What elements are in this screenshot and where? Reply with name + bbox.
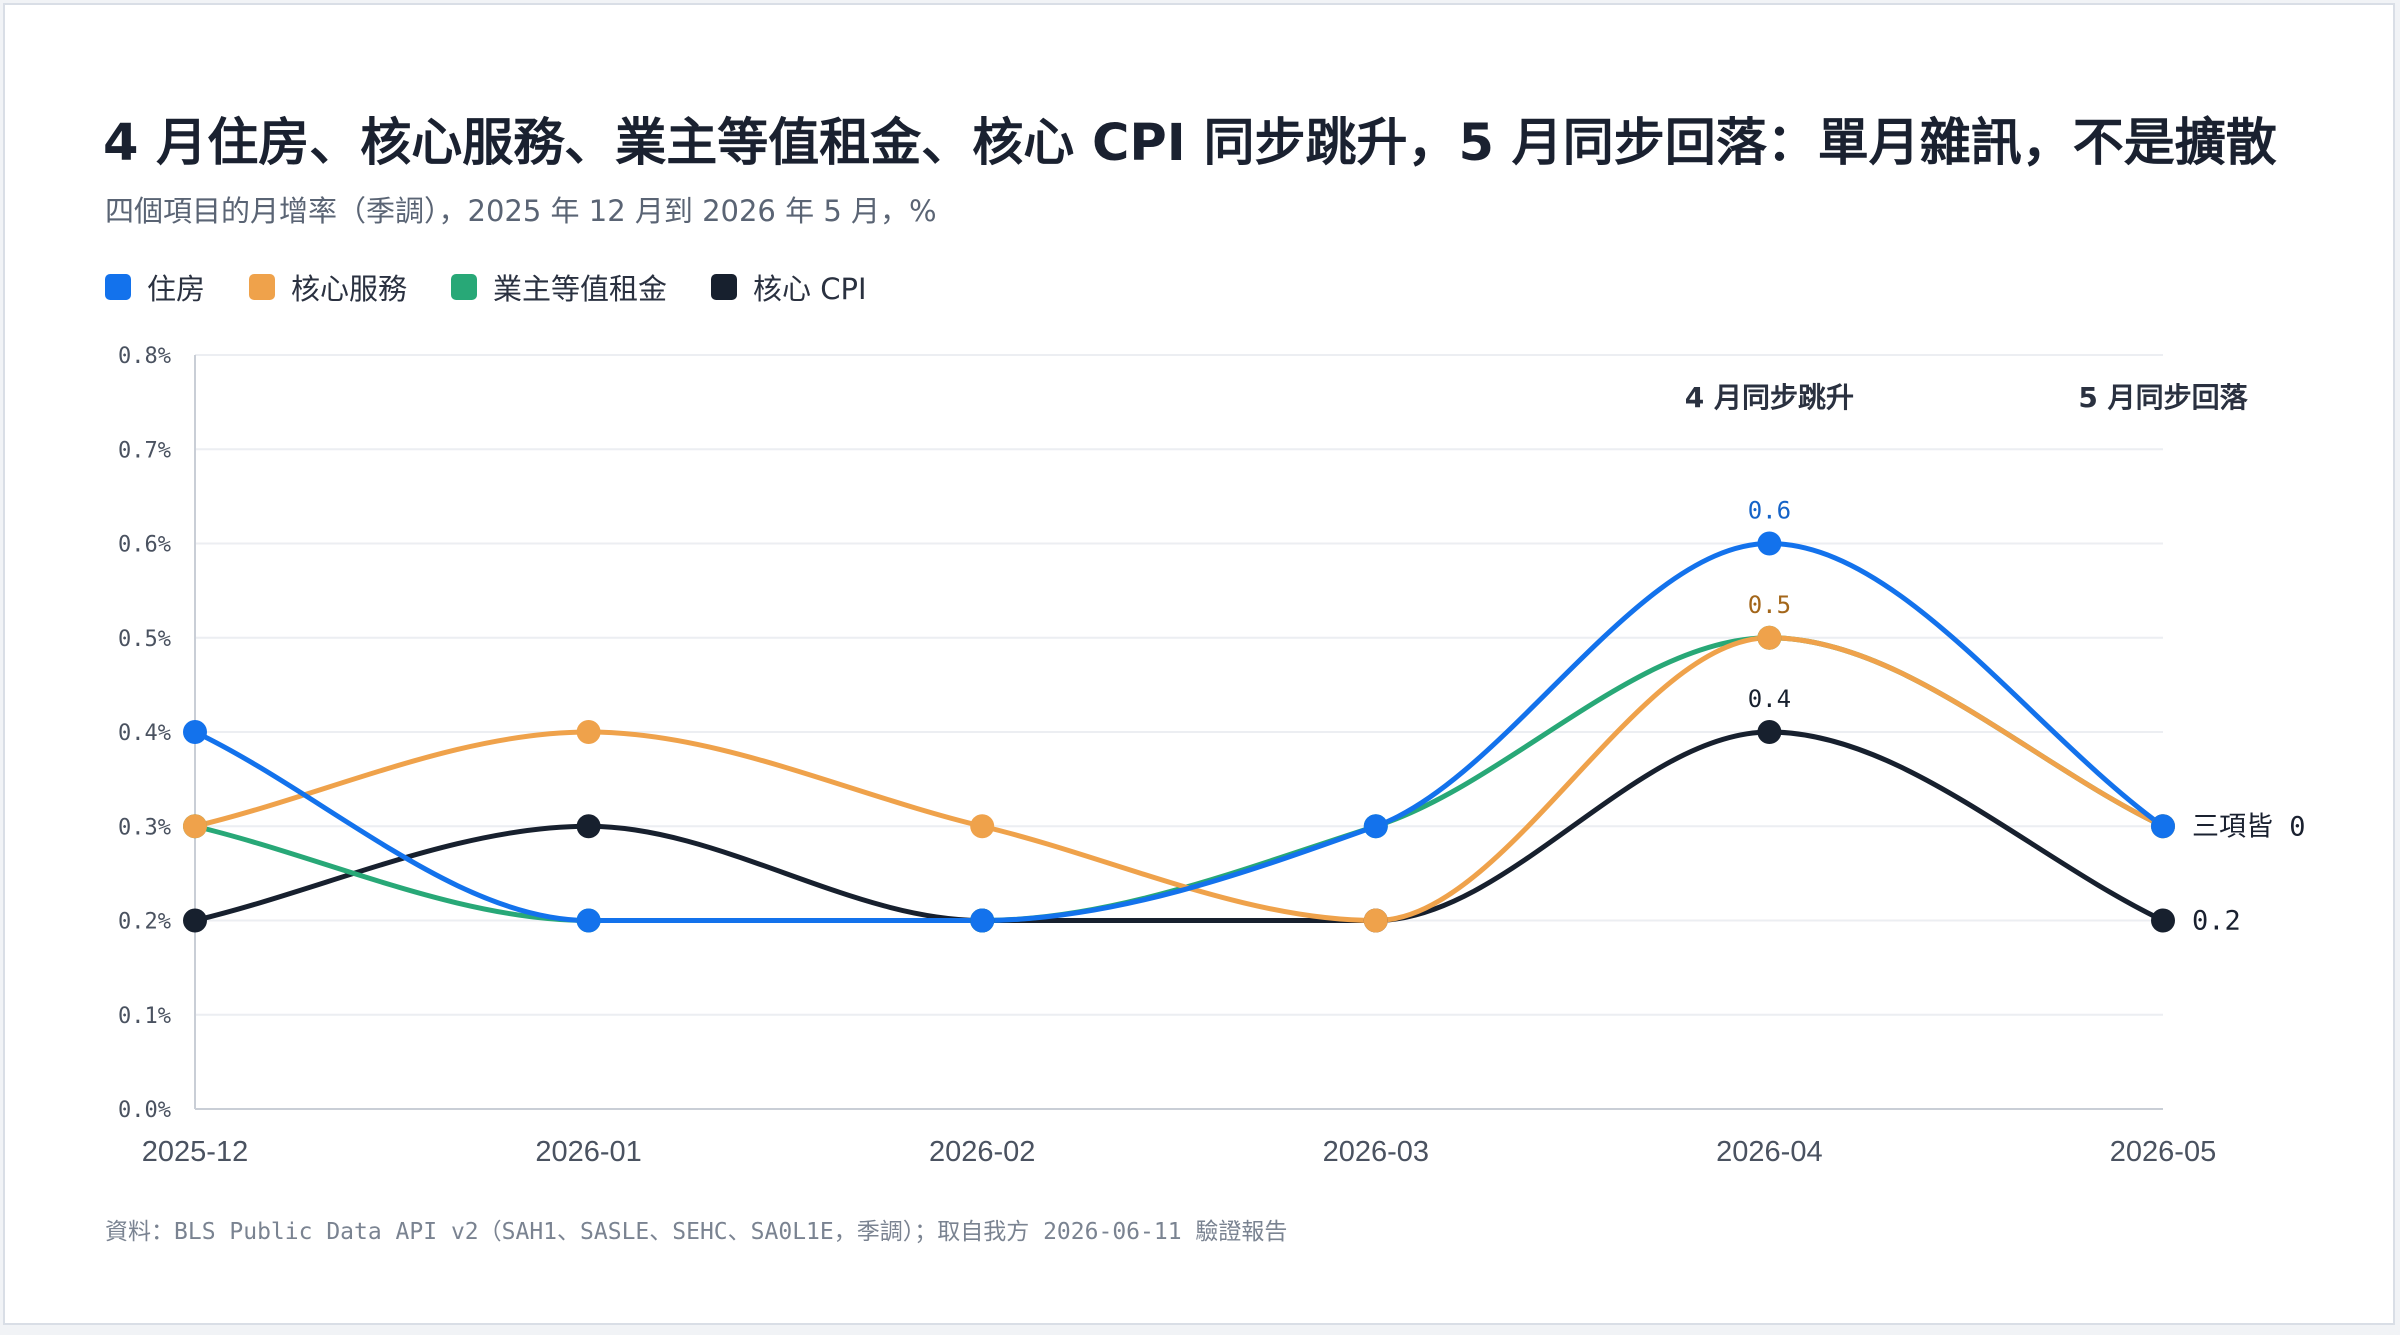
legend-item: 業主等值租金 [451, 266, 667, 308]
annotation-label: 5 月同步回落 [2078, 381, 2248, 414]
legend-item: 住房 [105, 266, 205, 308]
data-point [2151, 908, 2175, 933]
x-tick-label: 2026-04 [1716, 1136, 1822, 1168]
chart-subtitle: 四個項目的月增率（季調），2025 年 12 月到 2026 年 5 月，% [105, 194, 937, 228]
data-point [970, 814, 995, 839]
series-line [192, 635, 2166, 924]
y-tick-label: 0.6% [118, 533, 171, 558]
annotation-label: 4 月同步跳升 [1685, 381, 1854, 414]
data-point [576, 720, 601, 744]
legend-swatch [249, 274, 276, 300]
legend-swatch [451, 274, 478, 300]
data-point [1757, 531, 1782, 556]
y-tick-label: 0.3% [118, 815, 171, 840]
data-point [576, 814, 601, 839]
x-tick-label: 2026-05 [2110, 1136, 2216, 1168]
y-tick-label: 0.2% [118, 910, 171, 935]
line-chart: 0.0% 0.1% 0.2% 0.3% 0.4% 0.5% 0.6% 0.7% 0.8% 2025… [118, 344, 2306, 1168]
series-line [192, 541, 2166, 924]
series-line [192, 729, 2166, 924]
legend-label: 核心服務 [291, 272, 408, 306]
x-tick-label: 2025-12 [142, 1136, 248, 1168]
chart-card: 4 月住房、核心服務、業主等值租金、核心 CPI 同步跳升，5 月同步回落：單月… [3, 3, 2395, 1325]
x-tick-label: 2026-01 [535, 1136, 641, 1168]
source-note: 資料：BLS Public Data API v2（SAH1、SASLE、SEH… [105, 1219, 1288, 1245]
y-tick-label: 0.7% [118, 438, 171, 463]
legend-label: 業主等值租金 [493, 272, 668, 306]
x-tick-label: 2026-03 [1323, 1136, 1429, 1168]
grid-lines [195, 354, 2163, 1110]
end-label: 三項皆 0 [2192, 811, 2306, 842]
data-point [970, 908, 995, 933]
legend-swatch [711, 274, 738, 300]
data-label: 0.5 [1748, 591, 1791, 619]
data-point [183, 720, 207, 744]
y-tick-label: 0.8% [118, 344, 171, 369]
end-label: 0.2 [2192, 906, 2241, 937]
data-point [1757, 720, 1782, 744]
legend-item: 核心服務 [249, 266, 407, 308]
data-point [183, 908, 207, 933]
x-tick-label: 2026-02 [929, 1136, 1035, 1168]
legend-label: 住房 [147, 272, 206, 306]
data-point [1363, 908, 1388, 933]
legend-swatch [105, 274, 131, 300]
legend-label: 核心 CPI [753, 272, 867, 306]
data-point [1757, 625, 1782, 650]
data-point [183, 814, 207, 839]
y-tick-label: 0.1% [118, 1004, 171, 1029]
y-tick-label: 0.4% [118, 721, 171, 746]
legend-item: 核心 CPI [711, 266, 867, 308]
y-tick-label: 0.0% [118, 1098, 171, 1123]
chart-title: 4 月住房、核心服務、業主等值租金、核心 CPI 同步跳升，5 月同步回落：單月… [103, 114, 2277, 173]
legend: 住房 核心服務 業主等值租金 核心 CPI [105, 267, 911, 307]
y-tick-label: 0.5% [118, 627, 171, 652]
data-point [2151, 814, 2175, 839]
data-point [576, 908, 601, 933]
data-point [1363, 814, 1388, 839]
data-label: 0.6 [1748, 497, 1791, 525]
data-label: 0.4 [1748, 685, 1791, 713]
series-line [192, 635, 2166, 923]
